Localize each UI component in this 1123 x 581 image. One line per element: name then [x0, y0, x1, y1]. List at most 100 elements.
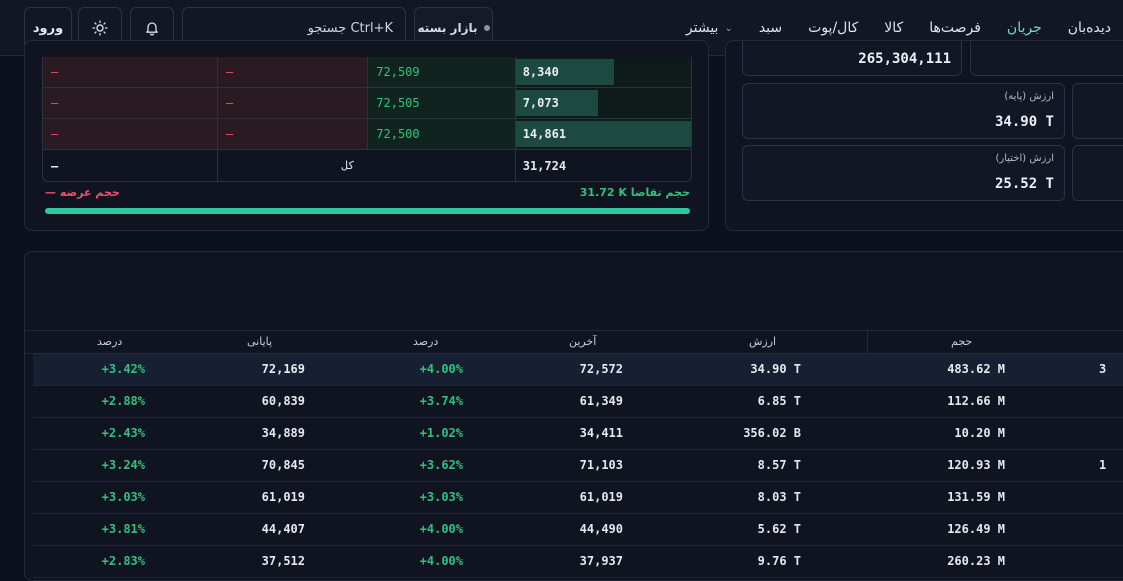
last-percent-cell: +1.02% — [419, 426, 463, 440]
order-book-row: — — 72,509 8,340 — [43, 57, 691, 88]
buy-depth-bar — [515, 121, 691, 147]
last-percent-cell: +4.00% — [419, 362, 463, 376]
volume-cell: 126.49 M — [947, 522, 1005, 536]
demand-supply-bar — [45, 208, 690, 214]
nav-item-basket[interactable]: سبد — [758, 20, 783, 36]
column-header-volume[interactable]: حجم — [951, 335, 973, 348]
buy-volume: 14,861 — [522, 127, 567, 141]
order-book-row: — — 72,500 14,861 — [43, 119, 691, 150]
table-row[interactable]: 10.20 M 356.02 B 34,411 +1.02% 34,889 +2.43% — [33, 418, 1123, 450]
last-price-cell: 61,019 — [579, 490, 623, 504]
stat-card: 3 — [970, 41, 1123, 76]
last-percent-cell: +3.74% — [419, 394, 463, 408]
demand-volume-label: 31.72 K حجم تقاضا — [579, 186, 690, 199]
close-price-cell: 72,169 — [261, 362, 305, 376]
table-row[interactable]: 120.93 M 8.57 T 71,103 +3.62% 70,845 +3.24% 1 — [33, 450, 1123, 482]
table-row[interactable]: 260.23 M 9.76 T 37,937 +4.00% 37,512 +2.83% — [33, 546, 1123, 578]
close-percent-cell: +3.42% — [101, 362, 145, 376]
total-value: 265,304,111 — [858, 51, 951, 67]
volume-cell: 112.66 M — [947, 394, 1005, 408]
table-row[interactable]: 131.59 M 8.03 T 61,019 +3.03% 61,019 +3.03% — [33, 482, 1123, 514]
status-dot-icon — [483, 25, 490, 31]
bell-icon — [146, 22, 158, 36]
sun-icon — [92, 20, 108, 36]
close-price-cell: 34,889 — [261, 426, 305, 440]
last-price-cell: 44,490 — [579, 522, 623, 536]
value-cell: 5.62 T — [757, 522, 801, 536]
value-cell: 8.03 T — [757, 490, 801, 504]
total-value: 31,724 — [522, 158, 567, 173]
table-row[interactable]: 112.66 M 6.85 T 61,349 +3.74% 60,839 +2.88% — [33, 386, 1123, 418]
last-percent-cell: +3.03% — [419, 490, 463, 504]
total-value-card: 265,304,111 — [742, 41, 962, 76]
sell-volume: — — [43, 57, 219, 87]
close-price-cell: 44,407 — [261, 522, 305, 536]
order-book-table: — — 72,509 8,340 — — 72,505 7,073 — — 72… — [42, 57, 692, 182]
supply-volume-label: — حجم عرضه — [45, 186, 120, 199]
buy-price: 72,505 — [368, 88, 516, 118]
sell-price: — — [218, 57, 369, 87]
column-header-close[interactable]: پایانی — [247, 335, 273, 348]
nav-item-flow[interactable]: جریان — [1006, 20, 1042, 36]
column-header-close-percent[interactable]: درصد — [97, 335, 123, 348]
value-cell: 356.02 B — [743, 426, 801, 440]
order-book-legend: — حجم عرضه 31.72 K حجم تقاضا — [45, 186, 690, 199]
close-percent-cell: +3.81% — [101, 522, 145, 536]
option-value: 25.52 T — [994, 176, 1054, 192]
sell-volume: — — [43, 119, 219, 149]
nav-item-watchlist[interactable]: دیده‌بان — [1067, 20, 1111, 36]
last-price-cell: 71,103 — [579, 458, 623, 472]
close-price-cell: 61,019 — [261, 490, 305, 504]
column-header-last[interactable]: آخرین — [569, 335, 597, 348]
nav-item-more[interactable]: بیشتر ⌄ — [686, 20, 733, 36]
option-value-label: ارزش (اختیار) — [995, 153, 1055, 164]
volume-cell: 483.62 M — [947, 362, 1005, 376]
total-label: کل — [218, 150, 516, 181]
market-status-label: بازار بسته — [417, 21, 478, 35]
buy-volume-cell: 7,073 — [515, 88, 691, 118]
last-percent-cell: +4.00% — [419, 554, 463, 568]
value-cell: 8.57 T — [757, 458, 801, 472]
last-price-cell: 72,572 — [579, 362, 623, 376]
close-percent-cell: +2.88% — [101, 394, 145, 408]
column-header-value[interactable]: ارزش — [749, 335, 777, 348]
market-stats-panel: 265,304,111 3 ارزش (پایه) 34.90 T ارزش (… — [725, 40, 1123, 231]
buy-volume-cell: 14,861 — [515, 119, 691, 149]
nav-item-opportunities[interactable]: فرصت‌ها — [929, 20, 981, 36]
buy-volume-cell: 8,340 — [515, 57, 691, 87]
close-percent-cell: +3.24% — [101, 458, 145, 472]
main-nav: دیده‌بان جریان فرصت‌ها کالا کال/پوت سبد … — [686, 0, 1111, 56]
nav-more-label: بیشتر — [685, 20, 719, 36]
table-row[interactable]: 483.62 M 34.90 T 72,572 +4.00% 72,169 +3.42% 3 — [33, 354, 1123, 386]
base-value-card: ارزش (پایه) 34.90 T — [742, 83, 1065, 139]
nav-item-call-put[interactable]: کال/پوت — [808, 20, 859, 36]
stat-card — [1072, 145, 1123, 201]
base-value: 34.90 T — [994, 114, 1054, 130]
volume-cell: 120.93 M — [947, 458, 1005, 472]
base-value-label: ارزش (پایه) — [1004, 91, 1054, 102]
last-price-cell: 34,411 — [579, 426, 623, 440]
nav-item-commodity[interactable]: کالا — [884, 20, 904, 36]
table-header: حجم ارزش آخرین درصد پایانی درصد — [25, 330, 1123, 355]
volume-cell: 10.20 M — [954, 426, 1005, 440]
buy-depth-bar — [515, 59, 614, 85]
close-percent-cell: +2.43% — [101, 426, 145, 440]
order-book-panel: — — 72,509 8,340 — — 72,505 7,073 — — 72… — [24, 40, 709, 231]
close-price-cell: 37,512 — [261, 554, 305, 568]
close-percent-cell: +2.83% — [101, 554, 145, 568]
sell-price: — — [218, 88, 369, 118]
value-cell: 9.76 T — [757, 554, 801, 568]
volume-cell: 260.23 M — [947, 554, 1005, 568]
column-header-last-percent[interactable]: درصد — [413, 335, 439, 348]
option-value-card: ارزش (اختیار) 25.52 T — [742, 145, 1065, 201]
close-price-cell: 70,845 — [261, 458, 305, 472]
buy-price: 72,500 — [368, 119, 516, 149]
order-book-row: — — 72,505 7,073 — [43, 88, 691, 119]
last-percent-cell: +4.00% — [419, 522, 463, 536]
last-price-cell: 37,937 — [579, 554, 623, 568]
table-row[interactable]: 126.49 M 5.62 T 44,490 +4.00% 44,407 +3.81% — [33, 514, 1123, 546]
header-divider — [867, 331, 868, 355]
volume-cell: 131.59 M — [947, 490, 1005, 504]
market-table-panel: حجم ارزش آخرین درصد پایانی درصد 483.62 M… — [24, 251, 1123, 581]
close-price-cell: 60,839 — [261, 394, 305, 408]
